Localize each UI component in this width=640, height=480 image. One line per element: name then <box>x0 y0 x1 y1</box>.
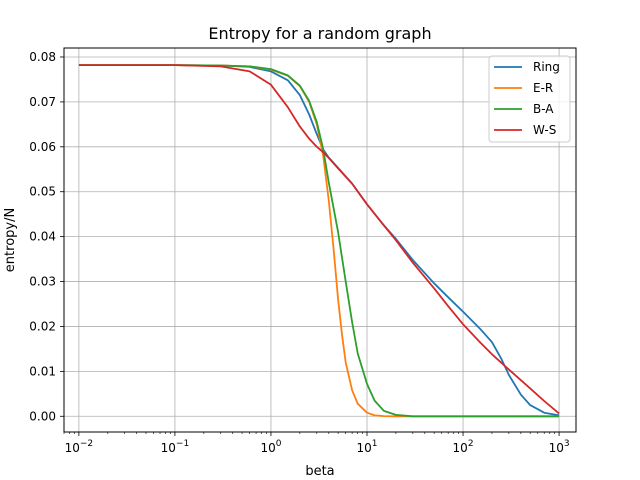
x-axis-label: beta <box>305 464 334 479</box>
y-axis-label: entropy/N <box>3 208 18 272</box>
y-tick-label: 0.07 <box>29 95 56 109</box>
x-tick-label: 10−1 <box>161 439 190 455</box>
legend-label: E-R <box>533 81 553 95</box>
chart-title: Entropy for a random graph <box>208 24 431 43</box>
y-tick-label: 0.06 <box>29 140 56 154</box>
x-axis-ticks: 10−2 10−1 100 101 102 103 <box>63 432 570 455</box>
x-tick-label: 100 <box>260 439 281 455</box>
x-tick-label: 101 <box>356 439 377 455</box>
series-line-b-a <box>78 64 560 418</box>
series-line-w-s <box>78 64 560 415</box>
x-tick-label: 10−2 <box>65 439 94 455</box>
y-tick-label: 0.02 <box>29 319 56 333</box>
y-tick-label: 0.00 <box>29 409 56 423</box>
grid <box>64 48 576 432</box>
x-tick-label: 103 <box>549 439 570 455</box>
y-axis-ticks: 0.00 0.01 0.02 0.03 0.04 0.05 0.06 0.07 0.08 <box>29 50 64 423</box>
y-tick-label: 0.08 <box>29 50 56 64</box>
y-tick-label: 0.01 <box>29 364 56 378</box>
plot-frame <box>63 47 577 433</box>
x-tick-label: 102 <box>453 439 474 455</box>
legend-label: W-S <box>533 123 556 137</box>
y-tick-label: 0.04 <box>29 230 56 244</box>
y-tick-label: 0.03 <box>29 275 56 289</box>
legend-box <box>488 55 571 143</box>
legend-label: Ring <box>533 60 560 74</box>
legend: Ring E-R B-A W-S <box>488 55 571 143</box>
legend-label: B-A <box>533 102 554 116</box>
series-lines <box>78 64 560 418</box>
y-tick-label: 0.05 <box>29 185 56 199</box>
